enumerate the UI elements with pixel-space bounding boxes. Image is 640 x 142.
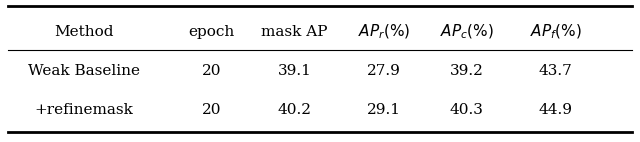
Text: $\mathit{AP}_{r}\mathit{(\%)}$: $\mathit{AP}_{r}\mathit{(\%)}$ (358, 23, 410, 41)
Text: +refinemask: +refinemask (35, 103, 134, 117)
Text: 40.2: 40.2 (278, 103, 312, 117)
Text: mask AP: mask AP (261, 25, 328, 39)
Text: 20: 20 (202, 103, 221, 117)
Text: 20: 20 (202, 64, 221, 78)
Text: 40.3: 40.3 (450, 103, 483, 117)
Text: 29.1: 29.1 (367, 103, 401, 117)
Text: Method: Method (54, 25, 114, 39)
Text: 39.2: 39.2 (450, 64, 483, 78)
Text: 39.1: 39.1 (278, 64, 312, 78)
Text: $\mathit{AP}_{c}\mathit{(\%)}$: $\mathit{AP}_{c}\mathit{(\%)}$ (440, 23, 493, 41)
Text: Weak Baseline: Weak Baseline (28, 64, 140, 78)
Text: epoch: epoch (189, 25, 235, 39)
Text: 43.7: 43.7 (539, 64, 573, 78)
Text: 27.9: 27.9 (367, 64, 401, 78)
Text: $\mathit{AP}_{f}\mathit{(\%)}$: $\mathit{AP}_{f}\mathit{(\%)}$ (530, 23, 582, 41)
Text: 44.9: 44.9 (539, 103, 573, 117)
